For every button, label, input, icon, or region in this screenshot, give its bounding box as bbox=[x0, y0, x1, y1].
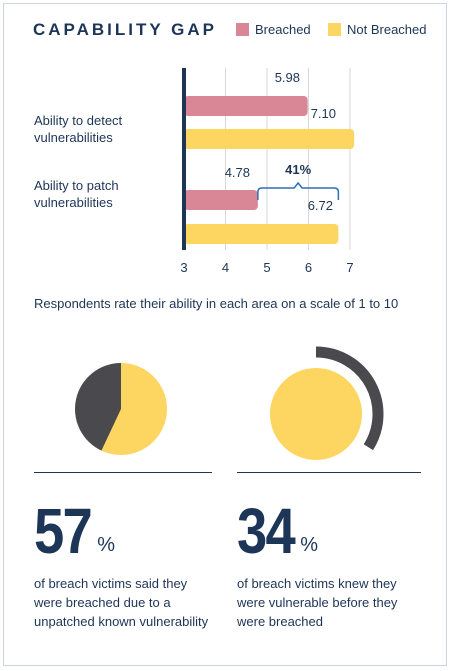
stat-description-34: of breach victims knew they were vulnera… bbox=[237, 576, 398, 629]
legend-item-not-breached: Not Breached bbox=[328, 22, 427, 37]
stat-arc-34 bbox=[270, 346, 384, 460]
bar-breached bbox=[184, 96, 308, 116]
legend-swatch-not-breached bbox=[328, 23, 341, 36]
divider-left bbox=[34, 472, 212, 473]
page-title: CAPABILITY GAP bbox=[33, 20, 217, 39]
legend-label-not-breached: Not Breached bbox=[347, 22, 427, 37]
scale-note: Respondents rate their ability in each a… bbox=[34, 296, 399, 311]
data-label: 5.98 bbox=[275, 70, 300, 85]
bar-not-breached bbox=[184, 224, 339, 244]
stat-percent-sign: % bbox=[300, 534, 318, 556]
stat-34: 34 % bbox=[237, 495, 318, 567]
pie-charts bbox=[75, 346, 384, 460]
stat-57: 57 % bbox=[34, 495, 115, 567]
capability-gap-chart: 3 4 5 6 7 5.98 4.78 7.10 6.72 41% bbox=[180, 68, 355, 275]
x-tick-label: 5 bbox=[263, 260, 270, 275]
data-label: 6.72 bbox=[308, 198, 333, 213]
stat-number: 34 bbox=[237, 495, 296, 567]
x-tick-label: 7 bbox=[346, 260, 353, 275]
bar-breached bbox=[184, 190, 258, 210]
annotation-bracket bbox=[257, 181, 340, 200]
x-tick-label: 3 bbox=[180, 260, 187, 275]
annotation-label: 41% bbox=[285, 162, 311, 177]
legend-item-breached: Breached bbox=[236, 22, 311, 37]
data-label: 7.10 bbox=[311, 106, 336, 121]
category-label-patch: Ability to patch vulnerabilities bbox=[34, 178, 119, 210]
divider-right bbox=[237, 472, 421, 473]
stat-percent-sign: % bbox=[97, 534, 115, 556]
x-tick-label: 6 bbox=[305, 260, 312, 275]
data-label: 4.78 bbox=[225, 165, 250, 180]
bar-not-breached bbox=[184, 129, 355, 149]
stat-number: 57 bbox=[34, 495, 93, 567]
category-label-detect: Ability to detect vulnerabilities bbox=[34, 113, 123, 145]
stat-description-57: of breach victims said they were breache… bbox=[34, 576, 209, 629]
x-tick-label: 4 bbox=[222, 260, 229, 275]
legend-label-breached: Breached bbox=[255, 22, 311, 37]
pie-slice-highlight bbox=[75, 363, 121, 451]
legend-swatch-breached bbox=[236, 23, 249, 36]
arc-circle bbox=[270, 368, 362, 460]
stat-pie-57 bbox=[75, 363, 167, 455]
arc-highlight bbox=[315, 346, 384, 451]
